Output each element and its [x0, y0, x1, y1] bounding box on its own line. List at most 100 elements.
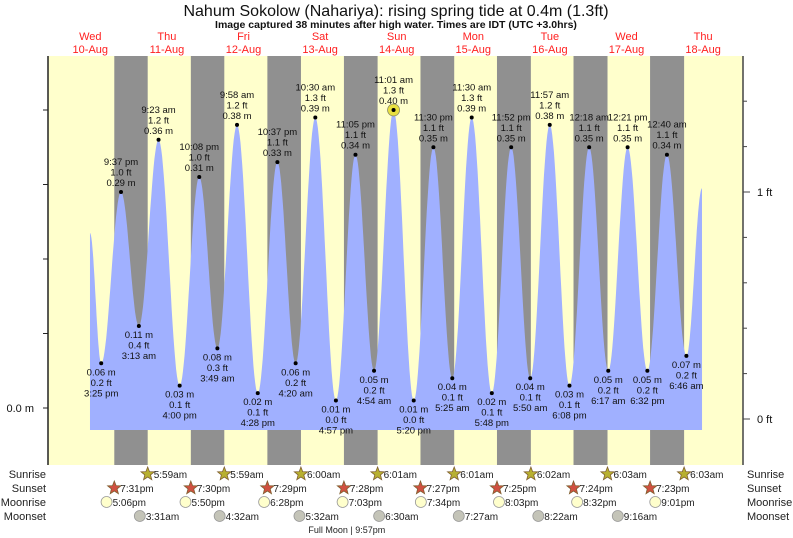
date-label: 14-Aug — [379, 44, 414, 56]
axes: 0.0 m 0 ft 1 ft — [6, 56, 772, 465]
right-axis-tick-label: 0 ft — [757, 414, 772, 426]
high-tide-label: 11:57 am — [530, 90, 569, 101]
high-tide-point — [235, 122, 240, 127]
low-tide-label: 0.04 m — [438, 382, 467, 393]
moonrise-time: 9:01pm — [661, 498, 694, 509]
high-tide-label: 0.29 m — [106, 178, 135, 189]
low-tide-label: 0.11 m — [125, 330, 153, 341]
high-tide-label: 0.39 m — [457, 103, 486, 114]
high-tide-point — [509, 145, 514, 150]
moonset-icon — [133, 510, 146, 522]
high-tide-point — [469, 115, 474, 120]
low-tide-label: 0.3 ft — [207, 363, 228, 374]
low-tide-label: 4:20 am — [278, 388, 312, 399]
low-tide-label: 0.0 ft — [403, 415, 424, 426]
low-tide-label: 5:25 am — [435, 403, 469, 414]
moonset-time: 4:32am — [226, 512, 259, 523]
moonset-row-label-right: Moonset — [747, 511, 789, 523]
sunrise-icon — [293, 465, 309, 481]
sunset-icon — [259, 479, 276, 495]
sunset-icon — [183, 479, 199, 495]
moonrise-time: 7:03pm — [349, 498, 382, 509]
low-tide-label: 0.2 ft — [363, 385, 384, 396]
low-tide-label: 3:13 am — [122, 351, 156, 362]
sunrise-icon — [139, 465, 156, 481]
moonset-icon — [452, 510, 465, 522]
moonrise-icon — [493, 496, 505, 508]
moonrise-time: 6:28pm — [270, 498, 303, 509]
moonrise-time: 8:32pm — [583, 498, 616, 509]
sunset-time: 7:24pm — [580, 484, 613, 495]
high-tide-label: 0.36 m — [144, 126, 173, 137]
sunrise-icon — [599, 465, 616, 481]
low-tide-point — [136, 324, 141, 329]
high-tide-label: 9:23 am — [141, 105, 175, 116]
low-tide-point — [489, 391, 494, 396]
low-tide-point — [528, 376, 533, 381]
low-tide-label: 0.08 m — [203, 352, 232, 363]
day-label: Fri — [237, 31, 250, 43]
sunset-icon — [565, 479, 582, 495]
high-tide-label: 9:58 am — [220, 90, 254, 101]
high-tide-label: 0.34 m — [341, 141, 370, 152]
day-label: Wed — [79, 31, 101, 43]
sunset-time: 7:25pm — [503, 484, 536, 495]
low-tide-label: 0.01 m — [321, 405, 350, 416]
high-tide-point — [118, 189, 123, 194]
high-tide-label: 1.2 ft — [226, 100, 247, 111]
low-tide-point — [215, 346, 220, 351]
sunset-time: 7:23pm — [656, 484, 689, 495]
low-tide-label: 4:28 pm — [241, 418, 275, 429]
date-label: 11-Aug — [150, 44, 185, 56]
moonset-icon — [293, 510, 306, 522]
low-tide-label: 0.06 m — [87, 367, 116, 378]
high-tide-label: 1.1 ft — [345, 130, 366, 141]
high-tide-label: 0.40 m — [379, 96, 408, 107]
high-tide-label: 0.33 m — [263, 148, 292, 159]
sunrise-time: 6:01am — [460, 470, 493, 481]
sunset-icon — [106, 479, 122, 495]
moonrise-icon — [258, 496, 271, 508]
sunrise-icon — [523, 465, 539, 481]
moonrise-icon — [414, 496, 427, 508]
sunset-time: 7:30pm — [197, 484, 230, 495]
low-tide-label: 0.1 ft — [169, 400, 190, 411]
moonset-icon — [532, 510, 545, 522]
low-tide-label: 0.04 m — [516, 382, 545, 393]
sunrise-icon — [446, 465, 462, 481]
sunrise-row-label-right: Sunrise — [747, 469, 784, 481]
sunset-icon — [489, 479, 505, 495]
high-tide-label: 1.1 ft — [579, 123, 600, 134]
low-tide-label: 3:25 pm — [84, 388, 118, 399]
sunset-row-label: Sunset — [12, 483, 46, 495]
high-tide-label: 0.38 m — [535, 111, 564, 122]
high-tide-label: 0.35 m — [575, 133, 604, 144]
low-tide-label: 0.02 m — [477, 397, 506, 408]
low-tide-point — [645, 368, 650, 373]
tide-height-area — [89, 110, 703, 430]
low-tide-label: 3:49 am — [200, 373, 234, 384]
high-tide-label: 10:08 pm — [179, 142, 219, 153]
moonset-time: 7:27am — [465, 512, 498, 523]
low-tide-label: 0.03 m — [555, 390, 584, 401]
high-tide-label: 1.1 ft — [501, 123, 522, 134]
low-tide-label: 0.1 ft — [481, 408, 502, 419]
sunset-icon — [412, 479, 429, 495]
sunset-time: 7:28pm — [350, 484, 383, 495]
moonrise-time: 7:34pm — [427, 498, 460, 509]
high-tide-label: 1.2 ft — [539, 100, 560, 111]
sunset-time: 7:29pm — [273, 484, 306, 495]
high-tide-label: 1.1 ft — [267, 138, 288, 149]
moonset-time: 6:30am — [385, 512, 418, 523]
high-tide-point — [197, 175, 202, 180]
moon-phase-label: Full Moon | 9:57pm — [308, 525, 385, 535]
high-tide-label: 12:18 am — [569, 112, 609, 123]
moonset-time: 9:16am — [624, 512, 657, 523]
day-label: Sun — [387, 31, 407, 43]
low-tide-point — [177, 383, 182, 388]
sunrise-icon — [676, 465, 692, 481]
moonrise-icon — [649, 496, 662, 508]
high-tide-label: 0.39 m — [301, 103, 330, 114]
sunset-icon — [336, 479, 352, 495]
sunrise-icon — [216, 465, 233, 481]
